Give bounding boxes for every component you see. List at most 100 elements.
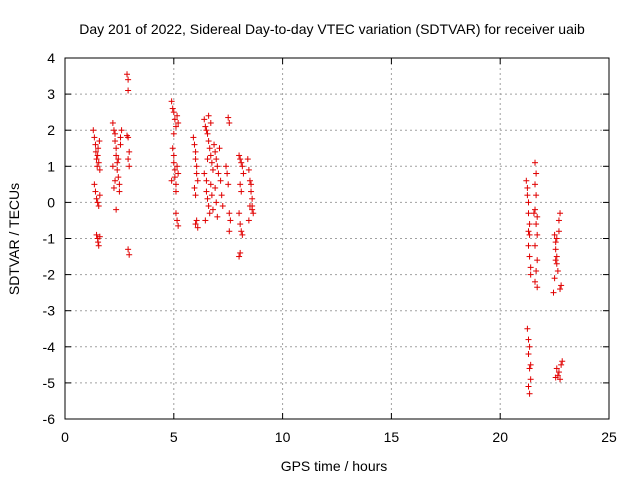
data-point <box>552 239 559 246</box>
data-point <box>96 233 103 240</box>
data-point <box>525 336 532 343</box>
data-point <box>109 163 116 170</box>
y-tick-label: -3 <box>43 303 56 319</box>
data-point <box>223 163 230 170</box>
data-point <box>109 119 116 126</box>
data-point <box>248 181 255 188</box>
data-point <box>125 246 132 253</box>
data-point <box>171 116 178 123</box>
data-point <box>168 177 175 184</box>
data-point <box>114 166 121 173</box>
data-point <box>525 228 532 235</box>
data-point <box>533 267 540 274</box>
data-point <box>201 170 208 177</box>
data-point <box>193 170 200 177</box>
data-point <box>112 177 119 184</box>
y-tick-label: 1 <box>47 158 55 174</box>
y-tick-label: -4 <box>43 339 56 355</box>
data-point <box>193 163 200 170</box>
data-point <box>532 278 539 285</box>
data-point <box>125 87 132 94</box>
data-point <box>202 217 209 224</box>
data-point <box>530 210 537 217</box>
data-point <box>193 217 200 224</box>
data-point <box>216 145 223 152</box>
data-point <box>175 222 182 229</box>
data-point <box>238 159 245 166</box>
data-point <box>533 192 540 199</box>
data-point <box>110 127 117 134</box>
data-point <box>215 170 222 177</box>
data-point <box>237 181 244 188</box>
data-point <box>226 228 233 235</box>
data-point <box>237 156 244 163</box>
data-point <box>194 177 201 184</box>
data-point <box>115 174 122 181</box>
data-point <box>206 145 213 152</box>
data-point <box>532 242 539 249</box>
data-point <box>91 134 98 141</box>
data-point <box>226 210 233 217</box>
data-point <box>192 221 199 228</box>
data-point <box>92 148 99 155</box>
data-point <box>239 231 246 238</box>
data-point <box>204 195 211 202</box>
data-point <box>552 257 559 264</box>
data-point <box>202 123 209 130</box>
data-point <box>533 170 540 177</box>
data-point <box>209 206 216 213</box>
data-point <box>553 260 560 267</box>
data-point <box>191 141 198 148</box>
data-point <box>95 239 102 246</box>
data-point <box>175 170 182 177</box>
data-point <box>91 181 98 188</box>
y-axis-label: SDTVAR / TECUs <box>6 183 22 295</box>
data-point <box>218 192 225 199</box>
data-point <box>553 365 560 372</box>
data-point <box>245 217 252 224</box>
data-point <box>192 192 199 199</box>
data-points <box>90 71 566 397</box>
data-point <box>194 224 201 231</box>
data-point <box>95 203 102 210</box>
data-point <box>204 156 211 163</box>
data-point <box>236 210 243 217</box>
data-point <box>93 231 100 238</box>
data-point <box>526 231 533 238</box>
data-point <box>93 156 100 163</box>
data-point <box>203 188 210 195</box>
data-point <box>532 159 539 166</box>
data-point <box>113 206 120 213</box>
data-point <box>555 369 562 376</box>
y-tick-label: -6 <box>43 411 56 427</box>
data-point <box>112 138 119 145</box>
data-point <box>557 286 564 293</box>
data-point <box>217 177 224 184</box>
data-point <box>208 159 215 166</box>
data-point <box>555 217 562 224</box>
data-point <box>227 217 234 224</box>
x-tick-label: 5 <box>170 429 178 445</box>
data-point <box>125 134 132 141</box>
chart-title: Day 201 of 2022, Sidereal Day-to-day VTE… <box>79 21 585 37</box>
data-point <box>172 123 179 130</box>
data-point <box>126 163 133 170</box>
data-point <box>524 325 531 332</box>
data-point <box>246 177 253 184</box>
data-point <box>212 148 219 155</box>
data-point <box>125 156 132 163</box>
data-point <box>525 383 532 390</box>
data-point <box>116 188 123 195</box>
data-point <box>117 141 124 148</box>
data-point <box>214 213 221 220</box>
data-point <box>225 114 232 121</box>
x-tick-label: 10 <box>275 429 291 445</box>
data-point <box>168 98 175 105</box>
data-point <box>95 242 102 249</box>
data-point <box>532 181 539 188</box>
data-point <box>115 156 122 163</box>
data-point <box>236 152 243 159</box>
data-point <box>124 71 131 78</box>
data-point <box>192 156 199 163</box>
data-point <box>171 166 178 173</box>
